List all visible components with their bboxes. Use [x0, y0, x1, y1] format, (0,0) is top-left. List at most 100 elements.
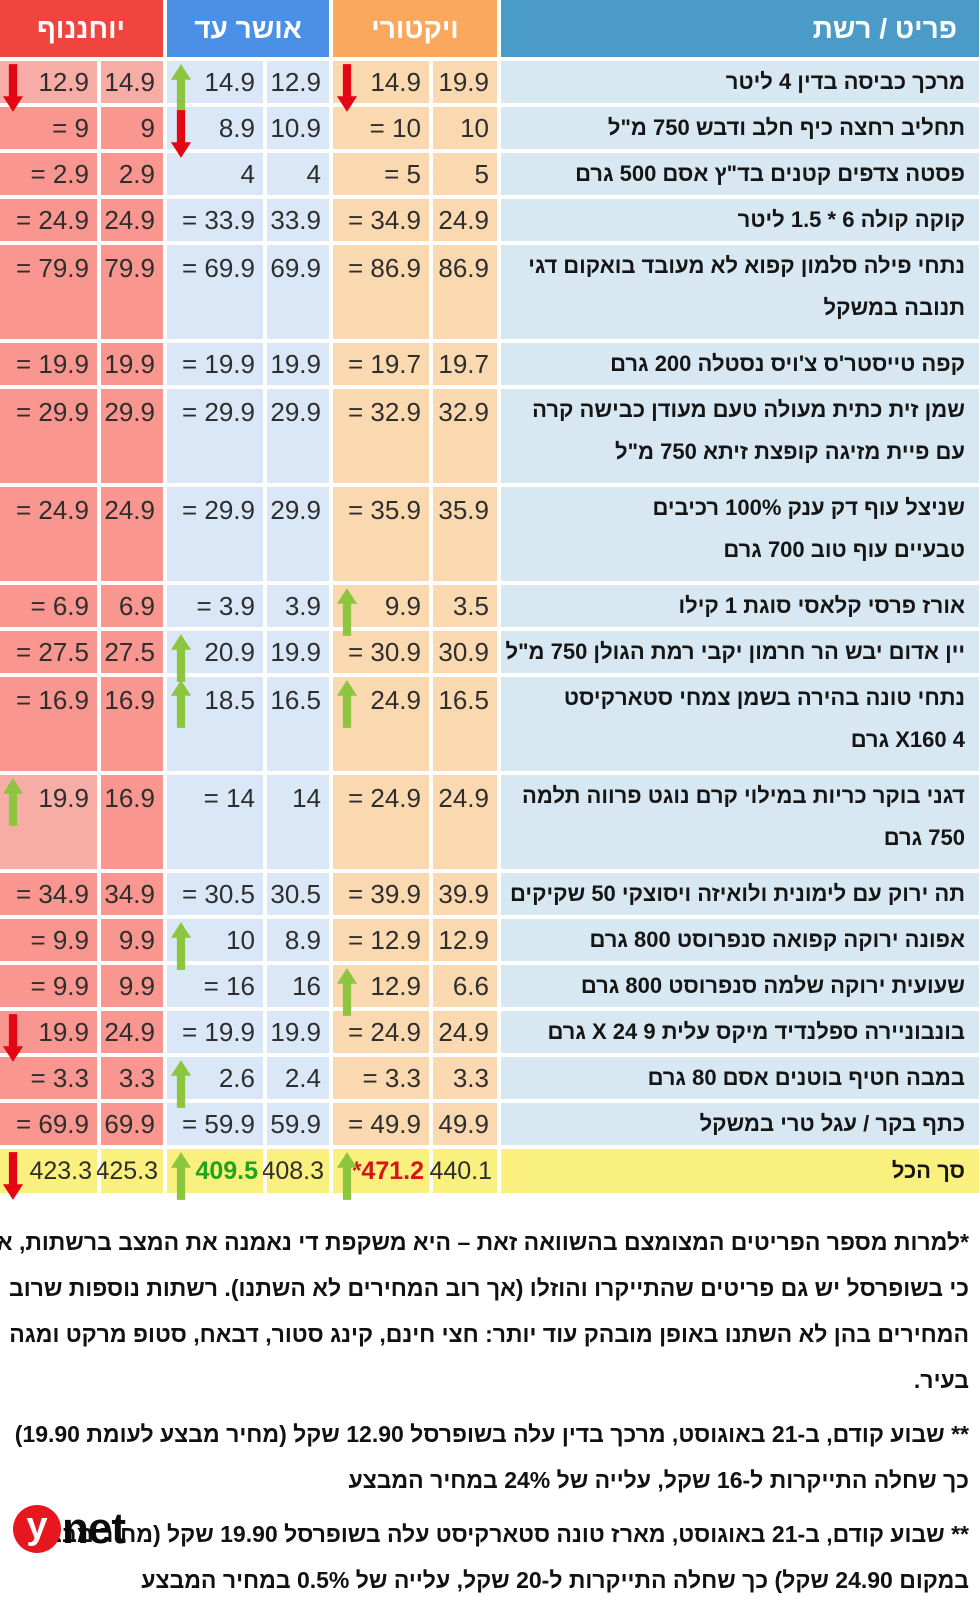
price-new-value: = 33.9 — [182, 204, 256, 235]
price-new-cell: 409.5 — [168, 1149, 264, 1200]
price-old-value: 3.5 — [453, 590, 490, 621]
price-old-cell: 14 — [268, 775, 330, 869]
price-new-value: 8.9 — [219, 112, 256, 143]
item-name: נתחי טונה בהירה בשמן צמחי סטארקיסט 4 X160… — [502, 677, 980, 771]
price-new-cell: = 16 — [168, 965, 264, 1007]
price-old-cell: 4 — [268, 153, 330, 195]
price-old-cell: 3.9 — [268, 585, 330, 627]
ynet-logo-net: net — [63, 1504, 127, 1553]
price-old-cell: 2.9 — [102, 153, 164, 195]
price-new-cell: = 6.9 — [0, 585, 98, 627]
up-arrow-icon — [3, 778, 25, 826]
price-new-cell: 12.9 — [334, 965, 430, 1016]
price-new-value: 423.3 — [30, 1156, 93, 1185]
price-old-value: 16.9 — [105, 783, 156, 813]
price-old-value: 19.9 — [271, 348, 322, 379]
item-name: נתחי פילה סלמון קפוא לא מעובד בואקום דגי… — [502, 245, 980, 339]
price-old-cell: 24.9 — [102, 487, 164, 581]
comparison-grid: פריט / רשת ויקטורי אושר עד יוחננוף מרכך … — [0, 0, 980, 1200]
price-new-value: 2.6 — [219, 1062, 256, 1093]
price-new-value: = 69.9 — [182, 253, 256, 283]
price-old-value: 12.9 — [439, 924, 490, 955]
price-old-cell: 16.5 — [268, 677, 330, 771]
item-name-line: קפה טייסטר'ס צ'ויס נסטלה 200 גרם — [611, 351, 966, 376]
price-old-value: 19.9 — [439, 66, 490, 97]
price-new-value: = 19.7 — [348, 348, 422, 379]
price-new-cell: = 10 — [334, 107, 430, 149]
price-new-cell: = 27.5 — [0, 631, 98, 673]
price-new-value: = 16.9 — [16, 685, 90, 715]
ynet-logo: y net — [14, 1504, 127, 1554]
price-new-cell: 423.3 — [0, 1149, 98, 1200]
price-new-cell: = 33.9 — [168, 199, 264, 241]
price-old-value: 5 — [475, 158, 490, 189]
price-old-value: 24.9 — [105, 495, 156, 525]
footnote-line: המחירים בהן לא השתנו באופן מובהק עוד יות… — [10, 1321, 970, 1347]
price-old-value: 16 — [293, 970, 322, 1001]
price-new-value: = 16 — [204, 970, 256, 1001]
price-new-value: = 32.9 — [348, 397, 422, 427]
price-old-value: 12.9 — [271, 66, 322, 97]
item-name: דגני בוקר כריות במילוי קרם נוגט פרווה תל… — [502, 775, 980, 869]
price-new-cell: 19.9 — [0, 1011, 98, 1062]
footnote-line: ** שבוע קודם, ב-21 באוגוסט, מרכך בדין על… — [15, 1421, 970, 1447]
price-new-cell: = 14 — [168, 775, 264, 869]
price-new-value: = 79.9 — [16, 253, 90, 283]
price-old-cell: 24.9 — [434, 199, 498, 241]
price-new-value: 24.9 — [371, 685, 422, 715]
price-new-cell: 2.6 — [168, 1057, 264, 1108]
price-new-value: = 27.5 — [16, 636, 90, 667]
price-old-cell: 29.9 — [268, 389, 330, 483]
price-new-cell: = 59.9 — [168, 1103, 264, 1145]
item-name-line: כתף בקר / עגל טרי במשקל — [700, 1111, 966, 1136]
item-name: אורז פרסי קלאסי סוגת 1 קילו — [502, 585, 980, 627]
price-old-cell: 8.9 — [268, 919, 330, 961]
price-new-cell: = 49.9 — [334, 1103, 430, 1145]
price-old-cell: 86.9 — [434, 245, 498, 339]
price-new-value: = 3.9 — [197, 590, 256, 621]
price-old-cell: 24.9 — [434, 775, 498, 869]
price-old-value: 34.9 — [105, 878, 156, 909]
price-new-cell: = 29.9 — [168, 487, 264, 581]
price-new-value: = 19.9 — [16, 348, 90, 379]
ynet-logo-y: y — [27, 1505, 49, 1547]
price-old-value: 32.9 — [439, 397, 490, 427]
price-new-value: = 9 — [53, 112, 90, 143]
footnote-line: ** שבוע קודם, ב-21 באוגוסט, מארז טונה סט… — [34, 1521, 970, 1547]
price-new-cell: 24.9 — [334, 677, 430, 771]
price-new-cell: 8.9 — [168, 107, 264, 158]
price-old-cell: 24.9 — [434, 1011, 498, 1053]
chain-header-label: אושר עד — [195, 12, 303, 44]
price-old-value: 49.9 — [439, 1108, 490, 1139]
item-name-line: בונבוניירה ספלנדיד מיקס עלית 9 X 24 גרם — [548, 1019, 966, 1044]
price-new-cell: 9.9 — [334, 585, 430, 636]
price-old-cell: 29.9 — [268, 487, 330, 581]
price-new-cell: = 19.9 — [168, 343, 264, 385]
price-old-cell: 9.9 — [102, 965, 164, 1007]
price-old-cell: 16.9 — [102, 775, 164, 869]
price-old-cell: 408.3 — [262, 1149, 330, 1193]
price-new-value: = 5 — [385, 158, 422, 189]
price-new-value: = 6.9 — [31, 590, 90, 621]
price-new-cell: = 3.3 — [334, 1057, 430, 1099]
price-new-cell: = 9.9 — [0, 919, 98, 961]
item-name-line: תנובה במשקל — [824, 295, 967, 320]
price-old-value: 3.9 — [285, 590, 322, 621]
price-new-value: 409.5 — [196, 1156, 259, 1185]
price-old-cell: 16.9 — [102, 677, 164, 771]
up-arrow-icon — [171, 680, 193, 728]
item-name-line: טבעיים עוף טוב 700 גרם — [724, 537, 966, 562]
price-new-cell: = 35.9 — [334, 487, 430, 581]
price-new-value: = 9.9 — [31, 924, 90, 955]
price-old-cell: 27.5 — [102, 631, 164, 673]
price-new-cell: 10 — [168, 919, 264, 970]
price-new-value: = 49.9 — [348, 1108, 422, 1139]
item-name: יין אדום יבש הר חרמון יקבי רמת הגולן 750… — [502, 631, 980, 673]
price-new-cell: = 24.9 — [0, 199, 98, 241]
price-old-value: 24.9 — [105, 204, 156, 235]
down-arrow-icon — [3, 1152, 25, 1200]
price-new-cell: = 79.9 — [0, 245, 98, 339]
up-arrow-icon — [337, 588, 359, 636]
chain-header-osher-ad: אושר עד — [168, 0, 330, 57]
